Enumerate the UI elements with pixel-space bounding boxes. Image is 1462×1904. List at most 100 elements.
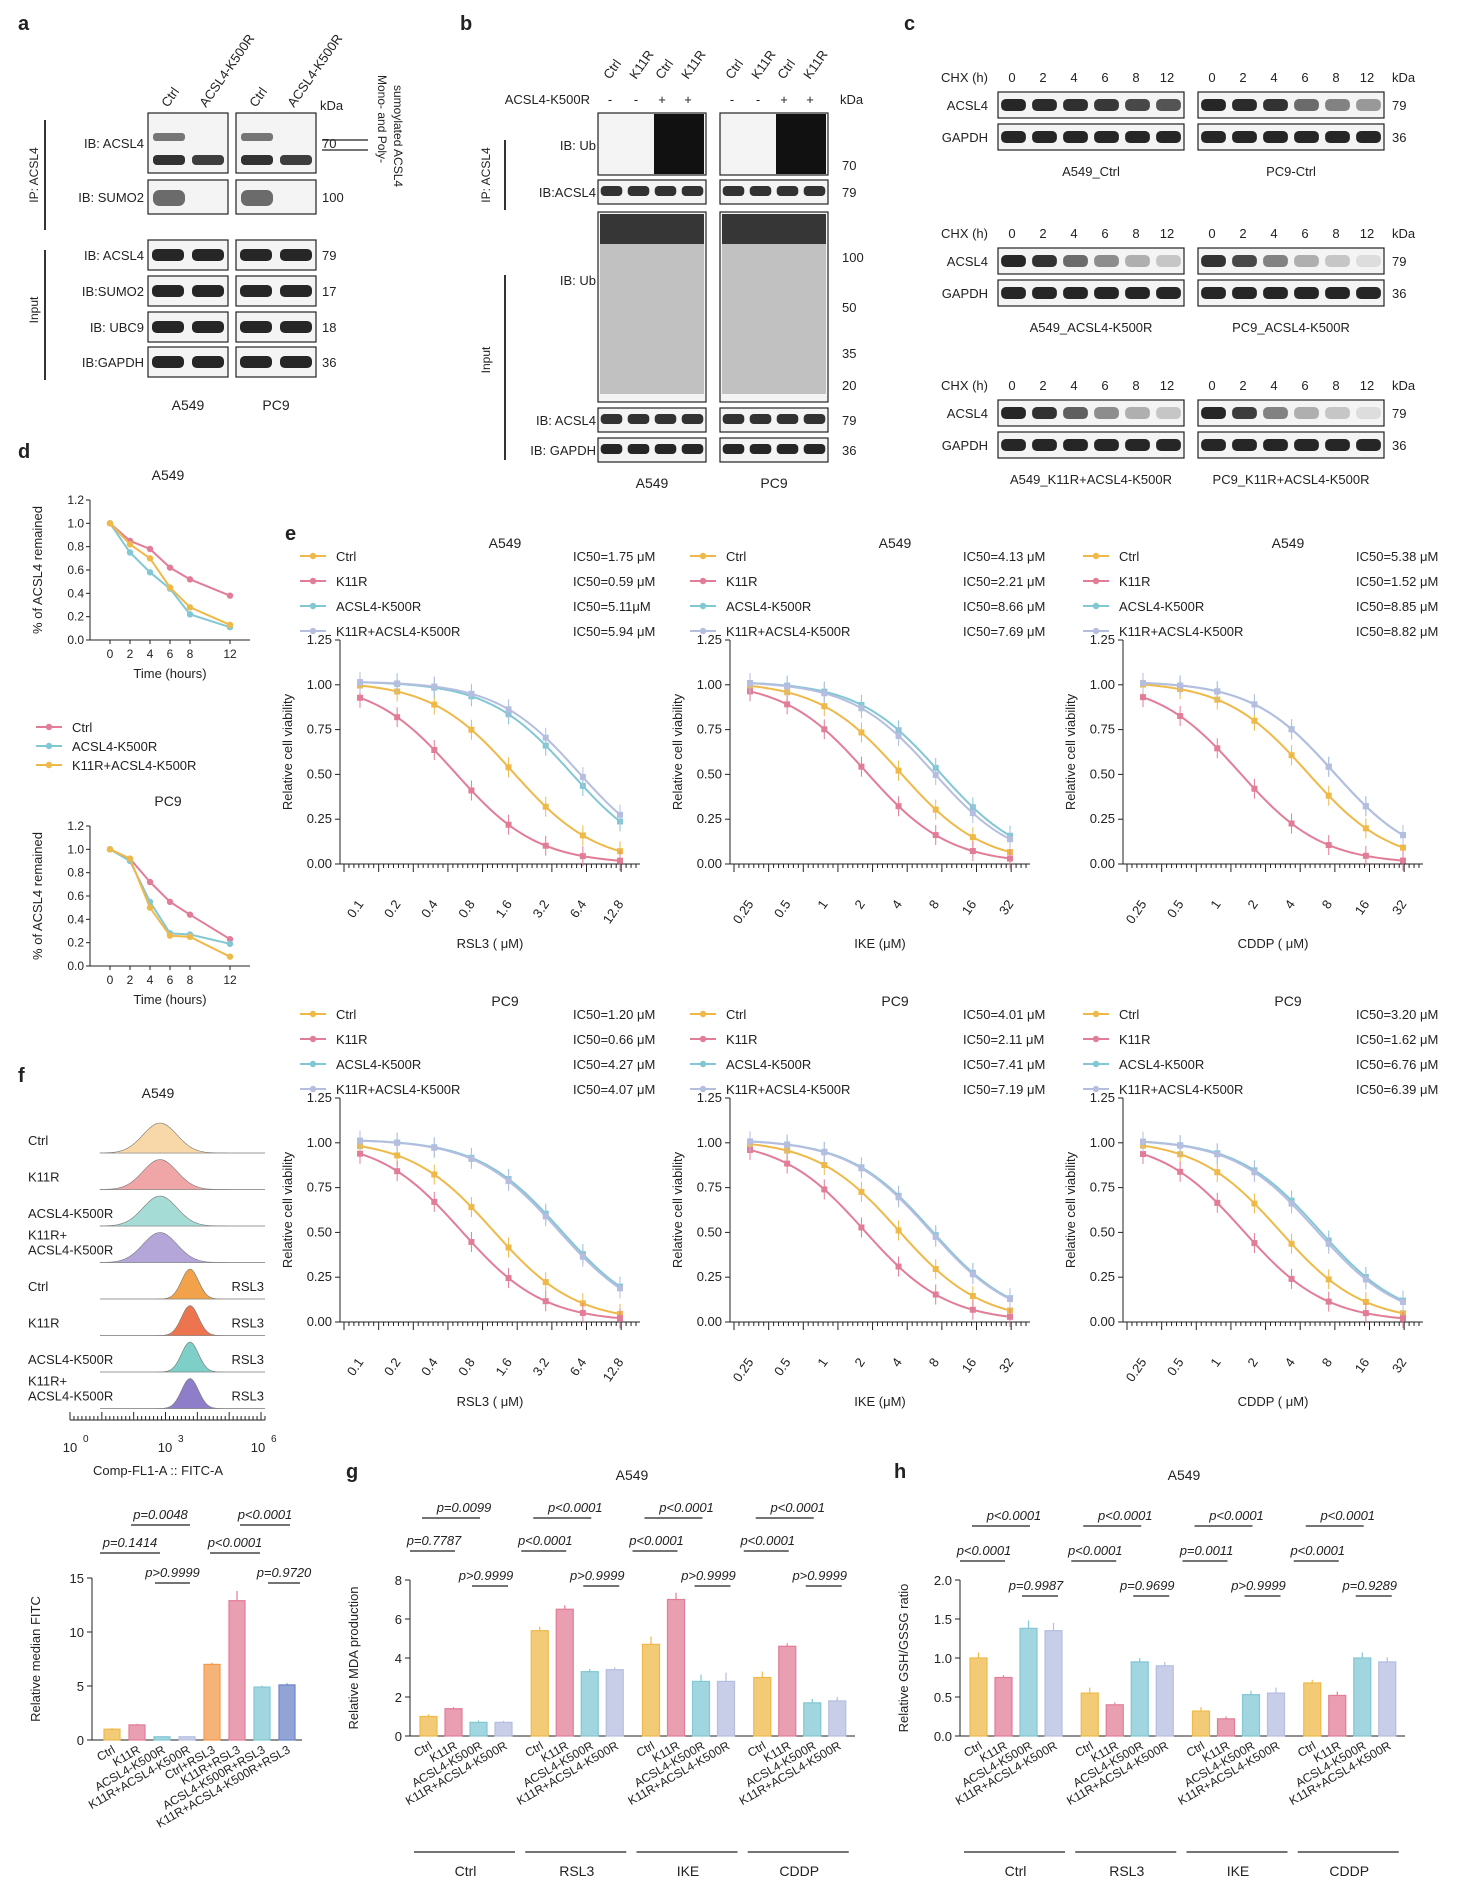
p-value: p=0.7787	[406, 1533, 462, 1548]
p-value: p>0.9999	[458, 1568, 514, 1583]
fit-curve	[1142, 1144, 1404, 1315]
blot-band	[749, 414, 772, 424]
data-point	[226, 953, 234, 960]
blot-band	[776, 186, 799, 196]
blot-caption: A549_Ctrl	[1062, 164, 1120, 179]
row-label: IB: ACSL4	[536, 413, 596, 428]
mw-label: 79	[842, 185, 856, 200]
bar	[1303, 1682, 1322, 1737]
blot-band	[681, 186, 704, 196]
blot-band	[1325, 255, 1350, 267]
bar	[1216, 1718, 1236, 1737]
row-label: IB:SUMO2	[82, 284, 144, 299]
data-point	[186, 611, 194, 618]
bar	[228, 1600, 246, 1741]
blot-band	[1094, 287, 1119, 299]
series-line	[109, 522, 231, 629]
tick-label: 0.25	[730, 1355, 757, 1384]
sign-label: -	[608, 92, 612, 107]
time-label: 6	[1301, 226, 1308, 241]
tick-label: 8	[1319, 897, 1335, 912]
legend-marker	[1092, 552, 1100, 560]
tick-label: 1	[814, 1355, 830, 1370]
bar	[691, 1680, 711, 1737]
histogram-label: ACSL4-K500R	[28, 1352, 113, 1367]
blot-smear	[722, 244, 826, 394]
time-label: 8	[1332, 70, 1339, 85]
legend-marker	[1092, 1060, 1100, 1068]
kda-label: kDa	[840, 92, 864, 107]
lane-label: Ctrl	[158, 84, 182, 109]
time-label: 4	[1070, 226, 1077, 241]
tick-label: 0.75	[307, 722, 332, 737]
p-value: p<0.0001	[739, 1533, 795, 1548]
histogram-label: Ctrl	[28, 1279, 48, 1294]
chart-title: A549	[142, 1085, 175, 1101]
bar	[555, 1608, 574, 1737]
ic50-label: IC50=4.01 μM	[963, 1007, 1045, 1022]
tick-label: 0.50	[307, 766, 332, 781]
blot-band	[241, 155, 273, 165]
tick-label: 12	[223, 647, 237, 661]
chart-title: A549	[879, 535, 912, 551]
time-label: 8	[1332, 226, 1339, 241]
tick-label: 0.25	[1123, 897, 1150, 926]
panel-letter-b: b	[460, 13, 472, 35]
p-value: p=0.9699	[1119, 1578, 1175, 1593]
tick-label: 0.50	[697, 1224, 722, 1239]
blot-band	[1063, 99, 1088, 111]
legend-label: K11R	[726, 1032, 758, 1047]
bar	[253, 1686, 271, 1741]
sign-label: +	[658, 92, 666, 107]
p-value: p<0.0001	[1289, 1543, 1345, 1558]
tick-label: 0.2	[381, 897, 404, 920]
data-point	[126, 855, 134, 862]
ic50-label: IC50=1.52 μM	[1356, 574, 1438, 589]
blot-smear	[600, 244, 704, 394]
time-label: 2	[1039, 226, 1046, 241]
legend-label: K11R	[336, 1032, 368, 1047]
ic50-label: IC50=0.66 μM	[573, 1032, 655, 1047]
tick-label: 8	[395, 1573, 402, 1588]
tick-label: 0.2	[381, 1355, 404, 1378]
legend-label: Ctrl	[1119, 549, 1139, 564]
legend-marker	[45, 761, 53, 769]
blot-band	[1232, 131, 1257, 143]
blot-band	[1263, 287, 1288, 299]
tick-label: 4	[1282, 1355, 1298, 1370]
legend-marker	[699, 577, 707, 585]
tick-label: 2	[851, 1355, 867, 1370]
ic50-label: IC50=0.59 μM	[573, 574, 655, 589]
legend-marker	[45, 723, 53, 731]
histogram-label: K11R	[28, 1170, 60, 1185]
lane-label: K11R	[748, 47, 778, 81]
axis-label: Relative cell viability	[670, 693, 685, 810]
bar	[1019, 1627, 1038, 1737]
bar	[203, 1663, 221, 1741]
blot-band	[1356, 131, 1381, 143]
blot-band	[153, 190, 185, 206]
legend-label: K11R+ACSL4-K500R	[336, 1082, 460, 1097]
blot-band	[600, 444, 623, 454]
tick-label: 0.8	[455, 1355, 478, 1378]
data-point	[146, 904, 154, 911]
axis-label: CDDP ( μM)	[1238, 936, 1309, 951]
blot-caption: A549_K11R+ACSL4-K500R	[1010, 472, 1172, 487]
legend-marker	[309, 627, 317, 635]
blot-band	[192, 321, 224, 333]
blot-band	[681, 414, 704, 424]
data-point	[186, 604, 194, 611]
tick-label: 0.0	[67, 633, 84, 647]
fit-curve	[359, 696, 621, 862]
row-label: IB: UBC9	[90, 320, 144, 335]
p-value: p>0.9999	[569, 1568, 625, 1583]
blot-band	[1001, 407, 1026, 419]
blot-band	[1125, 255, 1150, 267]
tick-label: 6	[167, 647, 174, 661]
legend-marker	[309, 602, 317, 610]
blot-band	[1201, 407, 1226, 419]
tick-label: 6.4	[567, 897, 590, 920]
bar	[605, 1669, 624, 1737]
histogram	[99, 1195, 265, 1227]
tick-label: 1.00	[1090, 1135, 1115, 1150]
